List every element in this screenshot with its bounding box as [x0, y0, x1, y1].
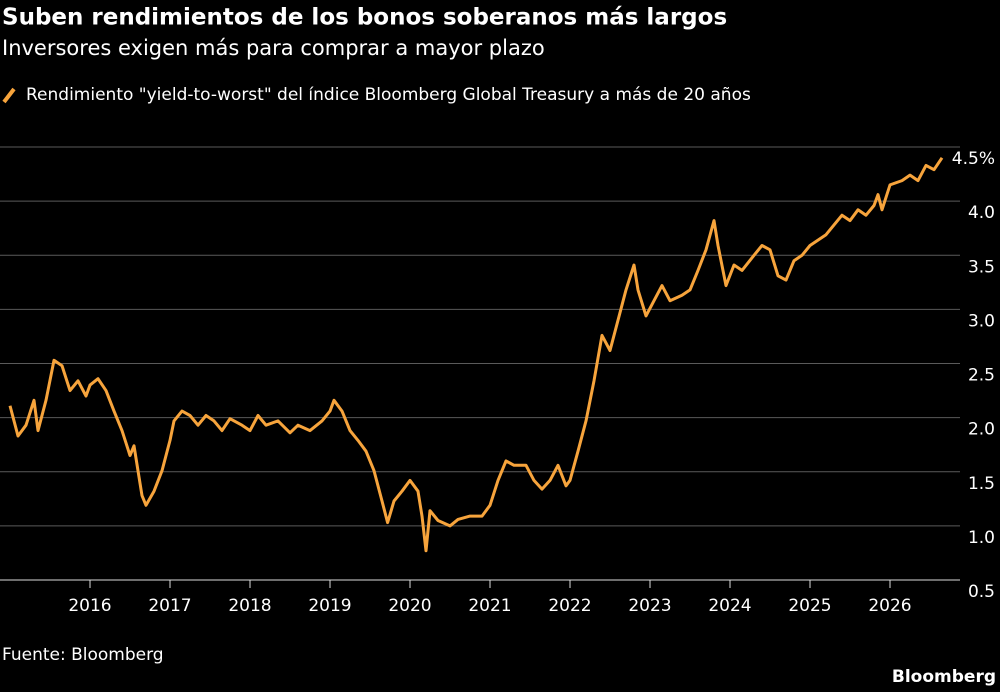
y-tick-label: 3.5: [968, 257, 995, 277]
x-tick-label: 2019: [308, 596, 351, 616]
x-tick-label: 2020: [388, 596, 431, 616]
legend-label: Rendimiento "yield-to-worst" del índice …: [26, 85, 751, 105]
x-tick-label: 2017: [148, 596, 191, 616]
series-line: [8, 156, 944, 553]
source: Fuente: Bloomberg: [2, 645, 164, 665]
y-tick-label: 4.5%: [952, 149, 995, 169]
y-tick-label: 4.0: [968, 203, 995, 223]
x-tick-label: 2018: [228, 596, 271, 616]
x-tick-label: 2025: [788, 596, 831, 616]
chart-title: Suben rendimientos de los bonos soberano…: [2, 5, 727, 31]
y-tick-label: 2.5: [968, 366, 995, 386]
y-tick-label: 3.0: [968, 311, 995, 331]
x-tick-label: 2023: [628, 596, 671, 616]
chart-subtitle: Inversores exigen más para comprar a may…: [2, 36, 545, 60]
x-tick-label: 2016: [68, 596, 111, 616]
legend-swatch: [2, 87, 16, 104]
y-tick-label: 1.0: [968, 528, 995, 548]
y-tick-label: 1.5: [968, 474, 995, 494]
x-tick-label: 2024: [708, 596, 751, 616]
x-tick-label: 2022: [548, 596, 591, 616]
y-tick-label: 2.0: [968, 420, 995, 440]
brand: Bloomberg: [892, 667, 996, 687]
x-tick-label: 2026: [868, 596, 911, 616]
y-tick-label: 0.5: [968, 582, 995, 602]
x-tick-label: 2021: [468, 596, 511, 616]
